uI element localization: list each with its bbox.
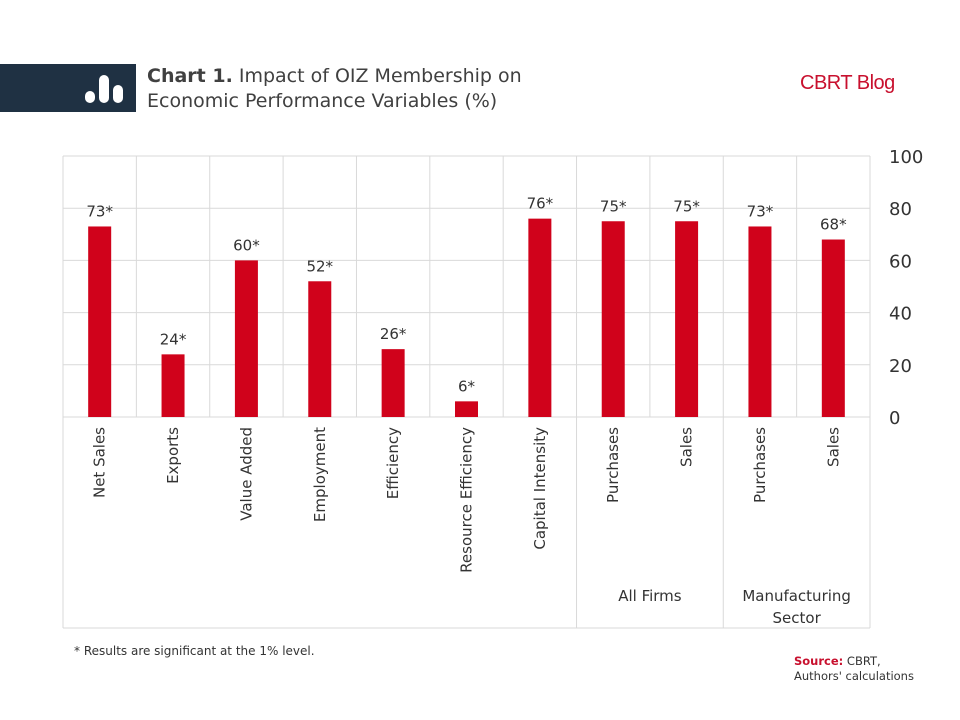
data-label: 26*: [380, 325, 407, 343]
x-tick-label: Exports: [164, 427, 182, 484]
chart-title: Chart 1. Impact of OIZ Membership on Eco…: [147, 64, 707, 114]
brand-logo: CBRT Blog: [800, 72, 895, 94]
y-tick-label: 20: [889, 356, 912, 377]
x-tick-label: Sales: [678, 427, 696, 467]
data-label: 73*: [86, 202, 113, 220]
data-label: 52*: [306, 257, 333, 275]
bar-purchases: [748, 226, 772, 417]
bar-sales: [675, 221, 699, 417]
data-label: 75*: [673, 197, 700, 215]
x-tick-label: Sales: [824, 427, 842, 467]
x-tick-label: Net Sales: [91, 427, 109, 498]
bar-employment: [308, 281, 332, 417]
source-note: Source: CBRT, Authors' calculations: [794, 654, 914, 684]
bar-efficiency: [381, 349, 405, 417]
significance-footnote: * Results are significant at the 1% leve…: [74, 644, 315, 658]
data-label: 24*: [160, 330, 187, 348]
bar-value-added: [234, 260, 258, 417]
x-tick-label: Efficiency: [384, 427, 402, 499]
x-tick-label: Value Added: [237, 427, 255, 521]
group-label: All Firms: [618, 587, 682, 605]
y-tick-label: 40: [889, 304, 912, 325]
bar-sales: [821, 239, 845, 417]
title-line-2: Economic Performance Variables (%): [147, 90, 498, 112]
data-label: 6*: [458, 377, 476, 395]
x-tick-label: Purchases: [604, 427, 622, 503]
bar-purchases: [601, 221, 625, 417]
y-tick-label: 80: [889, 199, 912, 220]
title-band: [0, 64, 136, 112]
x-tick-label: Employment: [311, 427, 329, 522]
bar-net-sales: [88, 226, 112, 417]
data-label: 68*: [820, 216, 847, 234]
data-label: 60*: [233, 236, 260, 254]
title-line-1: Impact of OIZ Membership on: [238, 65, 522, 87]
data-label: 75*: [600, 197, 627, 215]
bar-resource-efficiency: [455, 401, 478, 417]
x-tick-label: Capital Intensity: [531, 427, 549, 550]
source-label: Source:: [794, 654, 844, 668]
y-tick-label: 60: [889, 251, 912, 272]
x-tick-label: Purchases: [751, 427, 769, 503]
y-tick-label: 0: [889, 408, 900, 429]
y-tick-label: 100: [889, 147, 923, 168]
bar-exports: [161, 354, 185, 417]
group-label: Manufacturing Sector: [742, 587, 851, 627]
chart-number: Chart 1.: [147, 65, 233, 87]
bar-capital-intensity: [528, 218, 552, 417]
data-label: 73*: [747, 202, 774, 220]
source-line-2: Authors' calculations: [794, 669, 914, 683]
bar-chart-icon: [85, 75, 123, 103]
source-text: CBRT,: [846, 654, 881, 668]
data-label: 76*: [527, 195, 554, 213]
x-tick-label: Resource Efficiency: [458, 427, 476, 573]
